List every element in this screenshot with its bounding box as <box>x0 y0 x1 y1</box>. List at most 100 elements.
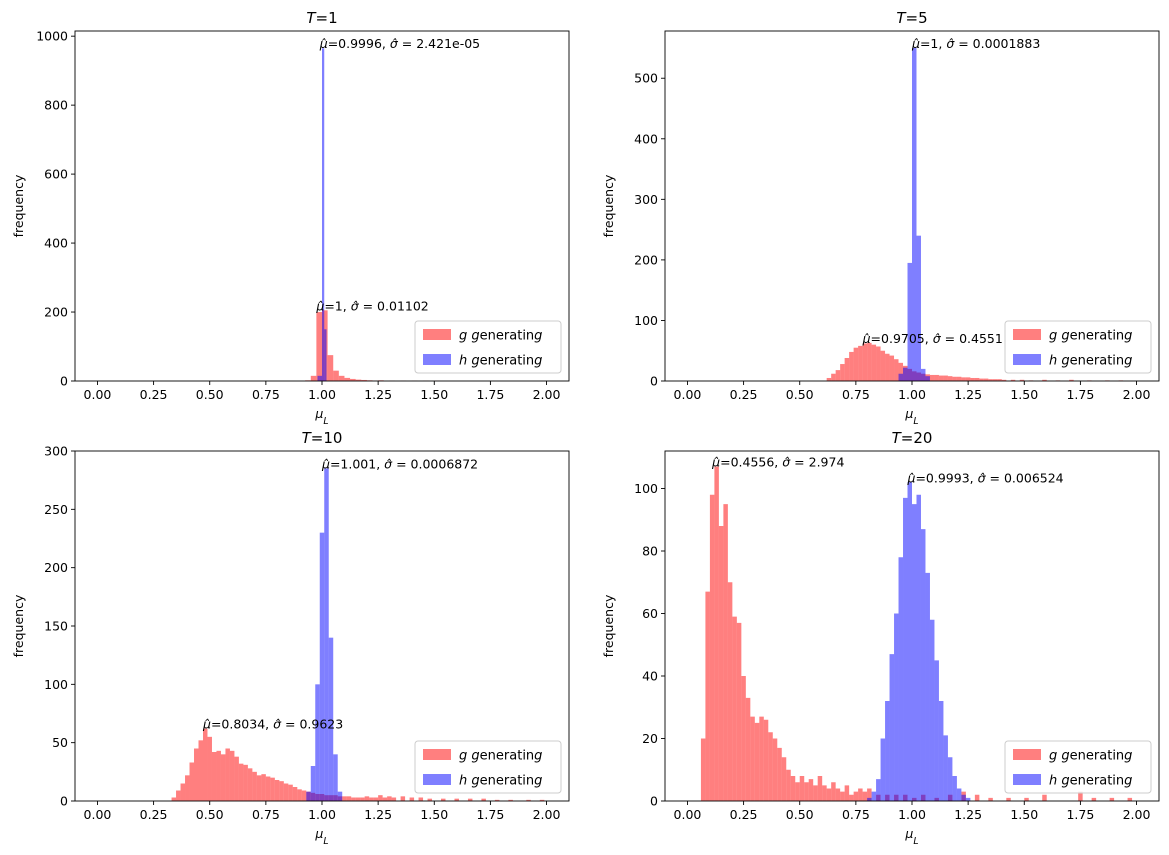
histogram-bar <box>929 374 935 381</box>
histogram-bar <box>508 799 513 801</box>
histogram-bar <box>925 572 930 801</box>
series-h-generating <box>317 48 327 381</box>
x-tick-label: 1.00 <box>308 807 336 822</box>
histogram-bar <box>337 791 343 801</box>
y-tick-label: 60 <box>642 606 658 621</box>
histogram-bar <box>849 794 854 801</box>
histogram-bar <box>965 797 971 801</box>
x-tick-label: 0.00 <box>84 387 112 402</box>
histogram-bar <box>1001 379 1007 381</box>
histogram-bar <box>342 796 347 801</box>
peak-annotation: μ̂=0.8034, σ̂ = 0.9623 <box>202 717 343 732</box>
x-tick-label: 1.25 <box>954 807 982 822</box>
histogram-bar <box>220 754 226 801</box>
histogram-bar <box>916 494 921 801</box>
legend-swatch <box>1013 749 1041 760</box>
x-tick-label: 1.50 <box>1010 387 1038 402</box>
legend-label: h generating <box>459 774 542 789</box>
histogram-bar <box>826 788 832 801</box>
histogram-bar <box>317 375 320 381</box>
histogram-bar <box>723 504 728 801</box>
histogram-bar <box>934 660 939 801</box>
y-tick-label: 0 <box>60 794 68 809</box>
x-tick-label: 0.50 <box>196 387 224 402</box>
histogram-bar <box>768 732 773 801</box>
histogram-bar <box>338 375 345 381</box>
x-tick-label: 2.00 <box>1123 807 1151 822</box>
histogram-bar <box>1010 379 1016 381</box>
histogram-bar <box>315 684 320 801</box>
histogram-bar <box>956 788 962 801</box>
histogram-bar <box>382 797 388 801</box>
histogram-bar <box>194 748 199 801</box>
x-axis-label: μL <box>314 406 328 427</box>
histogram-bar <box>925 376 930 381</box>
histogram-bar <box>344 377 351 381</box>
x-tick-label: 1.75 <box>476 387 504 402</box>
histogram-bar <box>265 776 271 801</box>
series-h-generating <box>867 482 971 801</box>
y-axis-label: frequency <box>11 594 26 657</box>
subplot-title: T=1 <box>306 9 337 27</box>
histogram-bar <box>292 787 298 801</box>
histogram-bar <box>409 797 415 801</box>
histogram-bar <box>171 797 177 801</box>
x-tick-label: 0.75 <box>252 807 280 822</box>
histogram-bar <box>974 377 980 381</box>
histogram-bar <box>732 616 737 801</box>
subplot-3: 0.00 0.25 0.50 0.75 1.00 1.25 1.50 1.75 2.00 0 50 1… <box>11 429 570 847</box>
histogram-bar <box>871 344 877 381</box>
y-tick-label: 300 <box>44 444 68 459</box>
histogram-bar <box>983 378 989 381</box>
x-tick-label: 0.00 <box>84 807 112 822</box>
histogram-bar <box>346 796 352 801</box>
peak-annotation: μ̂=1, σ̂ = 0.01102 <box>315 298 428 313</box>
y-tick-label: 800 <box>44 98 68 113</box>
histogram-bar <box>885 353 890 381</box>
histogram-bar <box>965 377 971 381</box>
histogram-bar <box>387 796 392 801</box>
histogram-bar <box>1042 794 1047 801</box>
legend-box <box>414 740 562 794</box>
histogram-bar <box>288 784 293 801</box>
histogram-bar <box>988 379 993 381</box>
histogram-bar <box>350 378 356 381</box>
histogram-bar <box>781 757 787 801</box>
histogram-bar <box>858 788 863 801</box>
y-tick-label: 200 <box>44 560 68 575</box>
x-tick-label: 2.00 <box>1123 387 1151 402</box>
histogram-bar <box>889 654 895 801</box>
x-tick-label: 0.25 <box>140 387 168 402</box>
histogram-bar <box>319 532 325 801</box>
histogram-bar <box>270 777 275 801</box>
x-tick-label: 0.25 <box>140 807 168 822</box>
histogram-bar <box>705 591 710 801</box>
histogram-bar <box>1127 797 1133 801</box>
histogram-bar <box>1078 791 1083 801</box>
histogram-bar <box>327 355 334 381</box>
x-tick-label: 1.50 <box>420 387 448 402</box>
x-tick-label: 0.50 <box>786 387 814 402</box>
histogram-bar <box>903 367 908 381</box>
histogram-bar <box>225 748 230 801</box>
y-tick-label: 200 <box>44 305 68 320</box>
histogram-bar <box>718 526 724 801</box>
y-tick-label: 250 <box>44 502 68 517</box>
histogram-bar <box>351 797 356 801</box>
histogram-bar <box>867 788 872 801</box>
peak-annotation: μ̂=0.9996, σ̂ = 2.421e-05 <box>319 36 480 51</box>
histogram-bar <box>903 497 908 801</box>
histogram-bar <box>826 377 832 381</box>
histogram-bar <box>961 794 966 801</box>
histogram-bar <box>261 774 266 801</box>
histogram-bar <box>844 785 850 801</box>
histogram-bar <box>333 754 338 801</box>
histogram-bar <box>952 376 957 381</box>
histogram-bar <box>862 791 868 801</box>
histogram-bar <box>880 738 886 801</box>
histogram-bar <box>441 798 446 801</box>
histogram-bar <box>898 362 904 381</box>
x-tick-label: 0.25 <box>730 807 758 822</box>
histogram-bar <box>970 377 975 381</box>
series-g-generating <box>171 728 545 801</box>
